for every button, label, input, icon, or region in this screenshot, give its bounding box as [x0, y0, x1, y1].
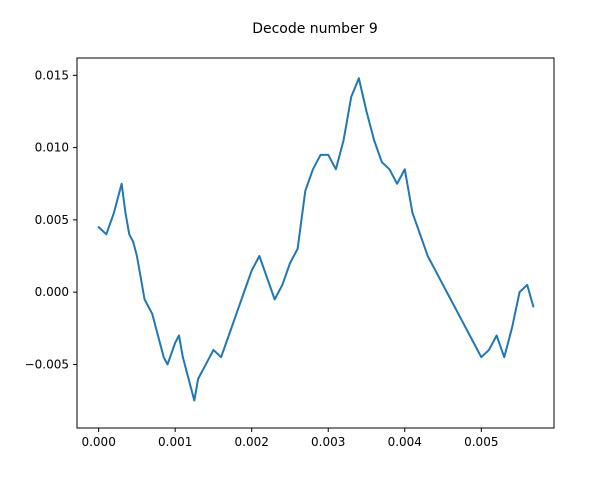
- x-tick-label: 0.005: [464, 435, 498, 449]
- chart-title: Decode number 9: [252, 21, 378, 37]
- x-tick-label: 0.004: [388, 435, 422, 449]
- x-tick-label: 0.000: [81, 435, 115, 449]
- y-tick-label: 0.010: [35, 141, 69, 155]
- x-tick-label: 0.001: [158, 435, 192, 449]
- y-tick-label: −0.005: [25, 357, 69, 371]
- plot-area: [97, 77, 535, 402]
- y-tick-label: 0.000: [35, 285, 69, 299]
- x-tick-label: 0.002: [235, 435, 269, 449]
- y-tick-label: 0.015: [35, 68, 69, 82]
- axes-frame: [76, 57, 555, 429]
- tick-layer: 0.000 0.001 0.002 0.003 0.004 0.005 −0.005 0.00…: [25, 68, 499, 449]
- series-line: [97, 77, 535, 402]
- y-tick-label: 0.005: [35, 213, 69, 227]
- x-tick-label: 0.003: [311, 435, 345, 449]
